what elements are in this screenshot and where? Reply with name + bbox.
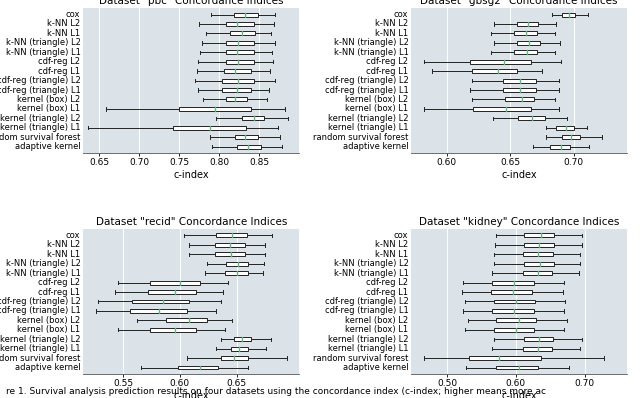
- Bar: [470, 60, 531, 64]
- Bar: [524, 234, 554, 238]
- Bar: [215, 243, 244, 247]
- Bar: [226, 22, 253, 26]
- Bar: [523, 252, 553, 256]
- X-axis label: c-index: c-index: [501, 170, 537, 180]
- Bar: [166, 318, 207, 322]
- X-axis label: c-index: c-index: [501, 391, 537, 398]
- Bar: [523, 271, 552, 275]
- Bar: [493, 328, 534, 332]
- Bar: [550, 144, 570, 148]
- Bar: [223, 79, 253, 82]
- Bar: [130, 309, 187, 313]
- Bar: [231, 347, 248, 351]
- Bar: [132, 300, 189, 303]
- Bar: [150, 281, 200, 285]
- Bar: [492, 281, 534, 285]
- Bar: [237, 144, 261, 148]
- Bar: [226, 98, 247, 101]
- Bar: [173, 126, 246, 130]
- Bar: [492, 309, 534, 313]
- Bar: [230, 31, 255, 35]
- Bar: [242, 116, 264, 120]
- Title: Dataset "pbc" Concordance Indices: Dataset "pbc" Concordance Indices: [99, 0, 284, 6]
- Bar: [563, 13, 575, 17]
- Bar: [226, 41, 253, 45]
- Bar: [516, 41, 540, 45]
- Bar: [215, 252, 244, 256]
- Bar: [563, 135, 580, 139]
- Bar: [556, 126, 574, 130]
- Bar: [514, 50, 537, 54]
- Text: re 1. Survival analysis prediction results on four datasets using the concordanc: re 1. Survival analysis prediction resul…: [6, 387, 547, 396]
- Bar: [177, 365, 218, 369]
- Bar: [502, 79, 536, 82]
- Bar: [221, 356, 248, 360]
- Bar: [234, 337, 252, 341]
- Bar: [148, 290, 196, 294]
- Bar: [518, 116, 545, 120]
- Bar: [497, 365, 538, 369]
- Bar: [224, 69, 252, 73]
- X-axis label: c-index: c-index: [173, 170, 209, 180]
- Title: Dataset "gbsg2" Concordance Indices: Dataset "gbsg2" Concordance Indices: [420, 0, 618, 6]
- Bar: [516, 22, 538, 26]
- Bar: [225, 271, 248, 275]
- Bar: [234, 13, 258, 17]
- Bar: [472, 69, 516, 73]
- Bar: [502, 88, 536, 92]
- X-axis label: c-index: c-index: [173, 391, 209, 398]
- Title: Dataset "kidney" Concordance Indices: Dataset "kidney" Concordance Indices: [419, 217, 620, 227]
- Bar: [491, 290, 532, 294]
- Bar: [505, 98, 534, 101]
- Bar: [227, 262, 248, 266]
- Bar: [469, 356, 541, 360]
- Bar: [497, 318, 536, 322]
- Bar: [524, 337, 553, 341]
- Bar: [226, 50, 253, 54]
- Bar: [493, 300, 535, 303]
- Bar: [523, 347, 552, 351]
- Bar: [235, 135, 257, 139]
- Bar: [179, 107, 252, 111]
- Bar: [216, 234, 247, 238]
- Title: Dataset "recid" Concordance Indices: Dataset "recid" Concordance Indices: [95, 217, 287, 227]
- Bar: [474, 107, 531, 111]
- Bar: [150, 328, 196, 332]
- Bar: [514, 31, 537, 35]
- Bar: [226, 60, 253, 64]
- Bar: [223, 88, 252, 92]
- Bar: [524, 262, 554, 266]
- Bar: [524, 243, 554, 247]
